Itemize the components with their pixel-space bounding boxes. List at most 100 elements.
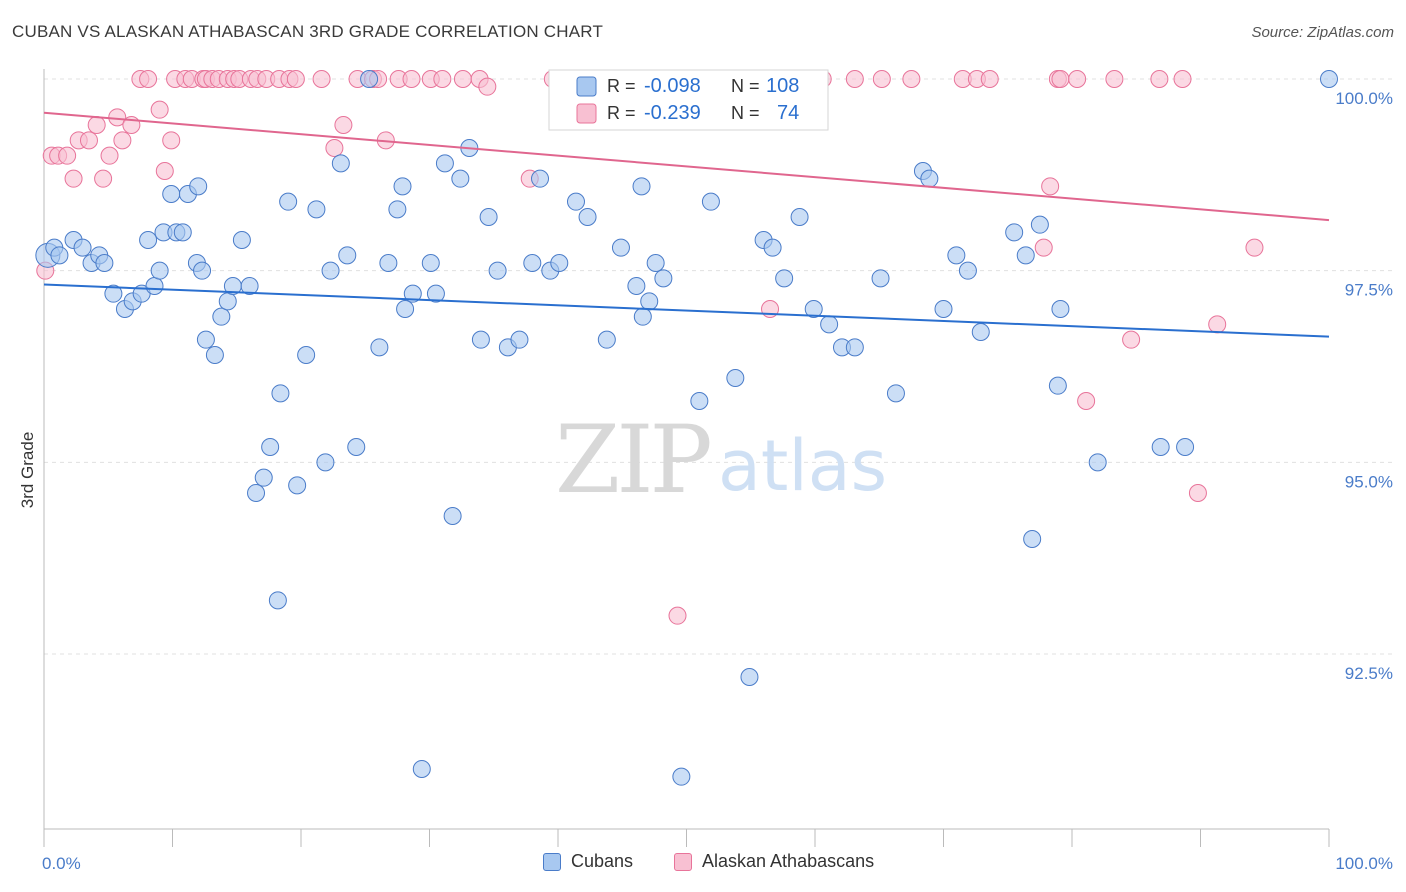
legend-label-alaskan: Alaskan Athabascans <box>702 851 875 871</box>
alaskan-point <box>334 116 353 134</box>
y-tick-label: 92.5% <box>1345 664 1393 683</box>
cuban-point <box>435 154 454 173</box>
cuban-point <box>804 300 823 318</box>
cuban-point <box>240 277 259 295</box>
cuban-point <box>1005 223 1024 242</box>
cuban-point <box>654 269 673 288</box>
cuban-point <box>578 208 597 226</box>
cuban-point <box>261 438 280 456</box>
cuban-point <box>254 468 273 487</box>
watermark: ZIP atlas <box>555 406 887 515</box>
alaskan-point <box>94 169 113 188</box>
cuban-point <box>271 384 290 403</box>
cuban-point <box>95 254 114 272</box>
cuban-point <box>790 208 809 226</box>
cuban-point <box>247 484 266 502</box>
cuban-point <box>971 323 990 341</box>
alaskan-point <box>872 70 891 88</box>
x-tick-label: 100.0% <box>1335 854 1393 873</box>
alaskan-point <box>113 131 132 150</box>
cuban-point <box>510 330 529 349</box>
cuban-point <box>611 238 630 257</box>
alaskan-point <box>1041 177 1060 196</box>
cuban-point <box>347 438 366 456</box>
cuban-point <box>426 284 445 303</box>
cuban-point <box>845 338 864 357</box>
cuban-point <box>763 238 782 257</box>
cuban-point <box>412 760 431 778</box>
cuban-point <box>633 307 652 326</box>
cuban-point <box>701 192 720 211</box>
alaskan-point <box>325 139 344 157</box>
cuban-point <box>331 154 350 173</box>
cubans-swatch <box>543 852 561 871</box>
cuban-point <box>218 292 237 311</box>
cuban-point <box>1320 70 1338 88</box>
cuban-point <box>1176 438 1195 456</box>
cuban-point <box>145 277 164 295</box>
legend-swatch-pink <box>576 103 597 124</box>
cuban-point <box>597 330 616 349</box>
alaskan-point <box>87 116 106 134</box>
cuban-point <box>726 369 745 387</box>
alaskan-point <box>402 70 421 88</box>
cuban-point <box>690 392 709 410</box>
cuban-point <box>50 246 69 265</box>
cuban-point <box>73 238 92 257</box>
watermark-atlas: atlas <box>718 425 887 507</box>
alaskan-point <box>139 70 158 88</box>
cuban-point <box>393 177 412 196</box>
legend-n-value-1: 108 <box>766 75 799 97</box>
cuban-point <box>379 254 398 272</box>
cuban-point <box>479 208 498 226</box>
cuban-point <box>189 177 208 196</box>
cuban-point <box>920 169 939 188</box>
alaskan-point <box>100 146 119 165</box>
cuban-point <box>307 200 326 219</box>
alaskan-point <box>1068 70 1087 88</box>
legend-n-label-2: N = <box>731 103 760 123</box>
alaskan-point <box>1188 484 1207 502</box>
cuban-point <box>871 269 890 288</box>
alaskan-point <box>1105 70 1124 88</box>
cuban-point <box>646 254 665 272</box>
cuban-point <box>370 338 389 357</box>
alaskan-point <box>58 146 77 165</box>
cuban-point <box>279 192 298 211</box>
alaskan-point <box>1173 70 1192 88</box>
cuban-points <box>35 70 1338 786</box>
cuban-point <box>104 284 123 303</box>
legend-n-label-1: N = <box>731 76 760 96</box>
y-tick-label: 100.0% <box>1335 89 1393 108</box>
cuban-point <box>1048 376 1067 395</box>
cuban-point <box>740 668 759 686</box>
cuban-point <box>672 767 691 786</box>
cuban-point <box>196 330 215 349</box>
y-tick-label: 95.0% <box>1345 472 1393 491</box>
cuban-point <box>1088 453 1107 472</box>
cuban-point <box>212 307 231 326</box>
alaskan-point <box>478 77 497 96</box>
cuban-point <box>1030 215 1049 234</box>
alaskan-point <box>79 131 98 150</box>
alaskan-point <box>668 606 687 625</box>
cuban-point <box>205 346 224 364</box>
tick-labels: 100.0% 97.5% 95.0% 92.5% 0.0% 100.0% <box>42 89 1393 873</box>
y-axis-label: 3rd Grade <box>18 432 37 509</box>
alaskan-point <box>980 70 999 88</box>
cuban-point <box>268 591 287 610</box>
cuban-point <box>297 346 316 364</box>
cuban-point <box>820 315 839 334</box>
cuban-point <box>1151 438 1170 456</box>
cuban-point <box>523 254 542 272</box>
cuban-point <box>886 384 905 403</box>
alaskan-point <box>1208 315 1227 334</box>
legend-item-alaskan: Alaskan Athabascans <box>674 851 874 872</box>
cuban-point <box>775 269 794 288</box>
cuban-point <box>627 277 646 295</box>
cuban-point <box>566 192 585 211</box>
cuban-point <box>1051 300 1070 318</box>
alaskan-point <box>155 162 174 180</box>
cuban-point <box>947 246 966 265</box>
